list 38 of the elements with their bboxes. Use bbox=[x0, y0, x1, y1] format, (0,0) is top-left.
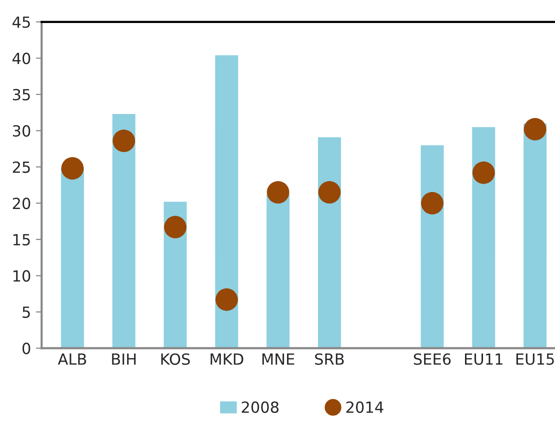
bar bbox=[472, 127, 496, 348]
x-tick-label: BIH bbox=[112, 354, 136, 365]
x-tick-label: EU11 bbox=[465, 354, 502, 365]
x-tick-label: ALB bbox=[58, 354, 86, 365]
bar bbox=[524, 123, 547, 348]
x-tick-label: SRB bbox=[315, 353, 344, 365]
y-tick-label: 25 bbox=[12, 161, 30, 173]
point bbox=[164, 216, 186, 238]
point bbox=[61, 157, 84, 180]
legend-label: 2014 bbox=[346, 401, 384, 413]
y-tick-label: 0 bbox=[22, 342, 30, 354]
y-tick-label: 35 bbox=[12, 88, 30, 100]
x-tick-label: MKD bbox=[210, 354, 244, 365]
bar bbox=[215, 55, 238, 348]
bar bbox=[318, 137, 341, 348]
bar bbox=[266, 194, 290, 348]
y-tick-label: 5 bbox=[22, 306, 30, 318]
y-tick-label: 10 bbox=[13, 270, 30, 282]
y-tick-label: 45 bbox=[12, 16, 30, 28]
point bbox=[421, 192, 444, 214]
bar bbox=[420, 145, 444, 348]
x-tick-label: EU15 bbox=[516, 354, 554, 365]
y-tick-label: 40 bbox=[12, 52, 30, 64]
point bbox=[318, 181, 341, 204]
legend-label: 2008 bbox=[242, 401, 279, 413]
x-tick-label: KOS bbox=[161, 353, 190, 365]
y-tick-label: 15 bbox=[13, 234, 30, 246]
bar bbox=[112, 114, 136, 348]
point bbox=[524, 118, 546, 140]
point bbox=[215, 288, 238, 311]
point bbox=[112, 130, 136, 152]
point bbox=[266, 181, 290, 204]
point bbox=[472, 162, 495, 184]
bar bbox=[60, 168, 84, 348]
y-tick-label: 20 bbox=[12, 198, 30, 210]
x-tick-label: SEE6 bbox=[414, 353, 451, 365]
y-tick-label: 30 bbox=[12, 125, 30, 137]
x-tick-label: MNE bbox=[262, 354, 294, 365]
